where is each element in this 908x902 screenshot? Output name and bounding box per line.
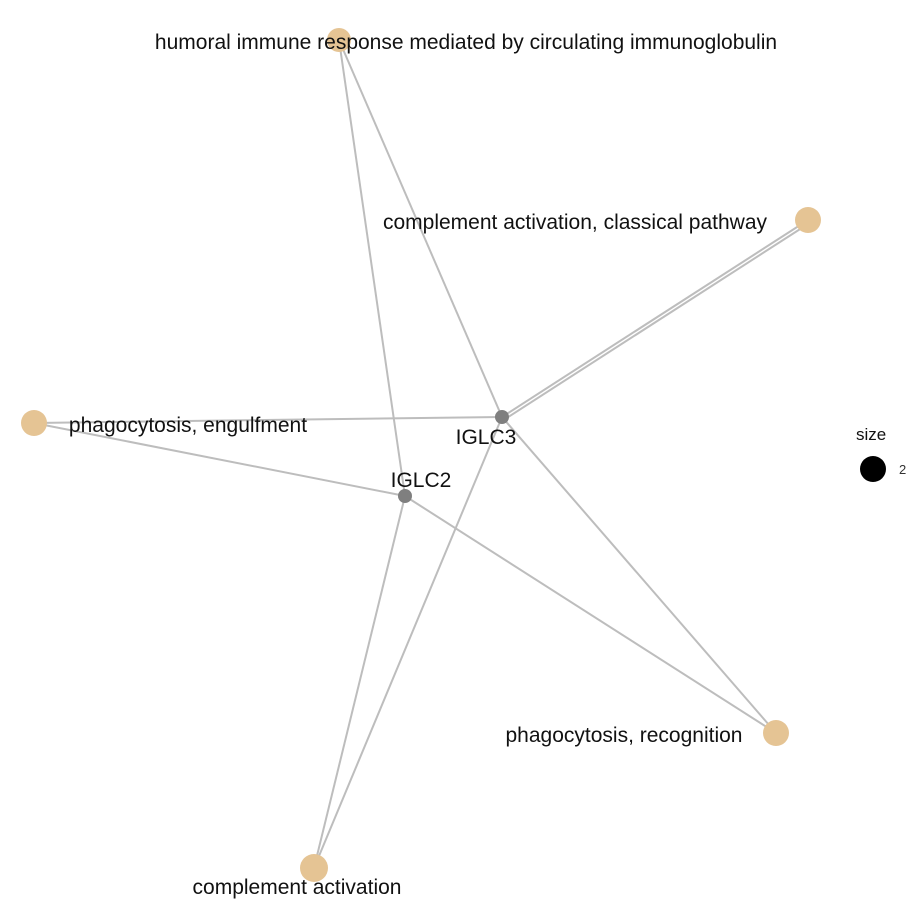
nodes-layer xyxy=(21,28,821,882)
term-label-classical: complement activation, classical pathway xyxy=(383,211,768,234)
term-node-engulfment xyxy=(21,410,47,436)
term-node-humoral xyxy=(327,28,351,52)
edge-recognition-IGLC2 xyxy=(404,495,777,734)
edge-humoral-IGLC3 xyxy=(338,39,503,418)
edge-complement-IGLC3 xyxy=(313,416,503,869)
legend-value: 2 xyxy=(899,462,906,477)
term-node-recognition xyxy=(763,720,789,746)
edge-classical-IGLC3 xyxy=(501,219,809,418)
term-node-classical xyxy=(795,207,821,233)
gene-label-IGLC2: IGLC2 xyxy=(391,469,452,492)
legend: size 2 xyxy=(856,425,906,482)
gene-node-IGLC3 xyxy=(495,410,509,424)
term-label-complement: complement activation xyxy=(193,876,402,899)
term-node-complement xyxy=(300,854,328,882)
edge-classical-IGLC3 xyxy=(501,223,809,422)
edge-complement-IGLC2 xyxy=(313,495,406,869)
legend-title: size xyxy=(856,425,886,444)
legend-swatch xyxy=(860,456,886,482)
labels-layer: humoral immune response mediated by circ… xyxy=(69,31,777,899)
term-label-recognition: phagocytosis, recognition xyxy=(506,724,743,747)
edge-humoral-IGLC2 xyxy=(338,39,406,497)
edge-recognition-IGLC3 xyxy=(501,416,777,734)
edge-engulfment-IGLC2 xyxy=(33,422,406,497)
gene-label-IGLC3: IGLC3 xyxy=(456,426,517,449)
edge-engulfment-IGLC3 xyxy=(33,416,503,424)
edges-layer xyxy=(33,39,809,869)
term-label-engulfment: phagocytosis, engulfment xyxy=(69,414,307,437)
gene-node-IGLC2 xyxy=(398,489,412,503)
term-label-humoral: humoral immune response mediated by circ… xyxy=(155,31,777,54)
